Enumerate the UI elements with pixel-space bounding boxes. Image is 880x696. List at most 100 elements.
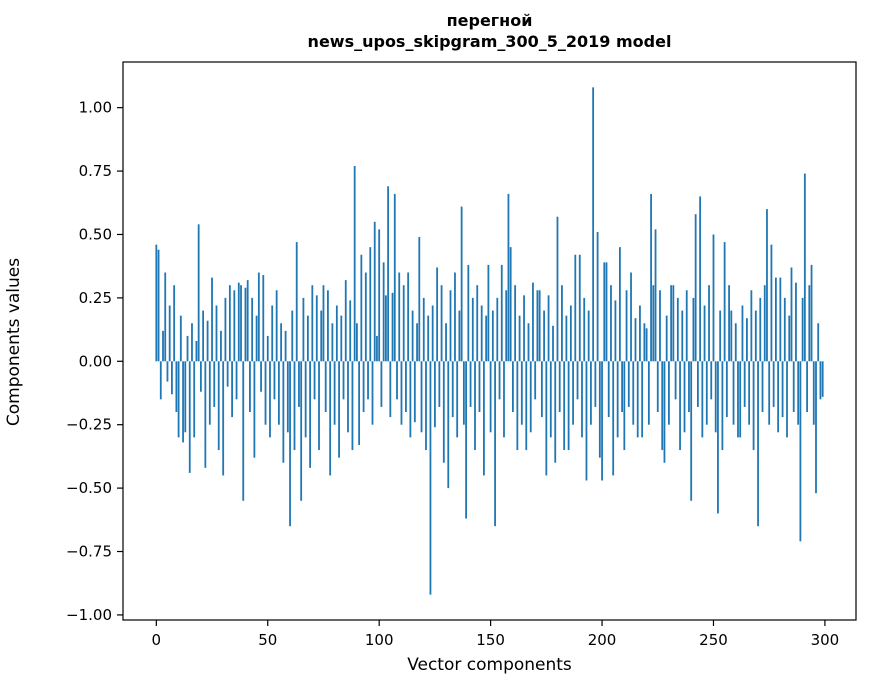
bar <box>277 361 280 425</box>
bar <box>685 290 688 362</box>
bar <box>630 272 632 362</box>
bar <box>750 290 753 362</box>
bar <box>556 216 559 362</box>
bar <box>766 209 768 362</box>
bar <box>416 323 418 362</box>
bar <box>714 361 717 433</box>
bar <box>768 361 771 425</box>
bar <box>191 323 193 362</box>
bar <box>311 285 314 362</box>
bar <box>413 361 416 423</box>
bar <box>487 264 490 362</box>
x-tick-label: 0 <box>152 631 162 649</box>
bar <box>808 285 811 362</box>
bar <box>400 361 403 425</box>
bar <box>231 361 233 418</box>
bar <box>679 361 681 451</box>
bar <box>228 285 231 362</box>
x-tick-label: 100 <box>365 631 394 649</box>
bar <box>534 361 537 400</box>
bar <box>304 361 307 438</box>
bar <box>162 330 164 362</box>
bar <box>491 310 494 362</box>
bar <box>703 305 706 362</box>
bar <box>670 285 673 362</box>
bar <box>193 361 196 438</box>
bar <box>558 361 561 413</box>
bar <box>382 262 385 362</box>
bar <box>812 361 815 425</box>
bar <box>393 193 396 362</box>
bar <box>335 305 338 362</box>
bar <box>329 361 332 476</box>
bar <box>815 361 817 494</box>
bar <box>701 361 704 438</box>
bar <box>235 361 238 400</box>
bar <box>380 361 383 407</box>
bar <box>781 361 784 418</box>
bar <box>489 361 492 433</box>
bar <box>211 277 213 362</box>
bar <box>469 361 472 407</box>
bar <box>527 323 530 362</box>
bar <box>367 361 369 400</box>
bar <box>451 361 454 418</box>
bar <box>204 361 207 468</box>
y-tick-label: −0.25 <box>66 416 112 434</box>
bar <box>164 272 167 362</box>
bar <box>184 361 187 433</box>
bar <box>817 323 820 362</box>
bar <box>159 361 162 400</box>
bar <box>222 361 225 476</box>
bar <box>683 361 686 433</box>
bar <box>291 310 294 362</box>
bar <box>572 361 574 425</box>
bar <box>226 361 229 387</box>
bar <box>708 285 710 362</box>
bar <box>512 361 514 413</box>
chart-title: перегной news_upos_skipgram_300_5_2019 m… <box>123 10 856 52</box>
bar <box>503 361 505 438</box>
bar <box>610 285 612 362</box>
bar <box>792 361 795 413</box>
bar <box>351 361 354 451</box>
bar <box>438 361 441 407</box>
bar <box>418 237 421 362</box>
bar <box>569 305 572 362</box>
bar <box>605 262 608 362</box>
bar <box>202 310 205 362</box>
bar <box>692 297 695 362</box>
bar <box>402 285 405 362</box>
bar <box>364 272 367 362</box>
bar <box>188 361 191 473</box>
bar <box>362 361 365 413</box>
bar <box>273 361 276 400</box>
x-tick-label: 50 <box>258 631 277 649</box>
bar <box>224 297 227 362</box>
bar <box>264 361 267 425</box>
y-tick-label: 1.00 <box>79 99 112 117</box>
bar <box>456 361 459 438</box>
bar <box>306 315 309 362</box>
x-tick-label: 250 <box>699 631 728 649</box>
bar <box>696 361 699 407</box>
bar <box>645 328 648 362</box>
bar <box>728 285 730 362</box>
bar <box>507 193 510 362</box>
bar <box>369 247 372 362</box>
axes-frame <box>122 61 857 621</box>
bar <box>199 361 202 392</box>
bar <box>623 361 626 451</box>
bar <box>616 361 619 438</box>
bar <box>614 300 617 362</box>
bar <box>358 361 361 445</box>
bar <box>719 310 722 362</box>
bar <box>333 361 336 425</box>
bar <box>318 361 320 451</box>
bar <box>806 361 808 413</box>
bar <box>260 361 262 392</box>
bar <box>295 242 298 362</box>
bar <box>525 361 528 451</box>
bar <box>447 361 450 489</box>
bar <box>284 330 287 362</box>
